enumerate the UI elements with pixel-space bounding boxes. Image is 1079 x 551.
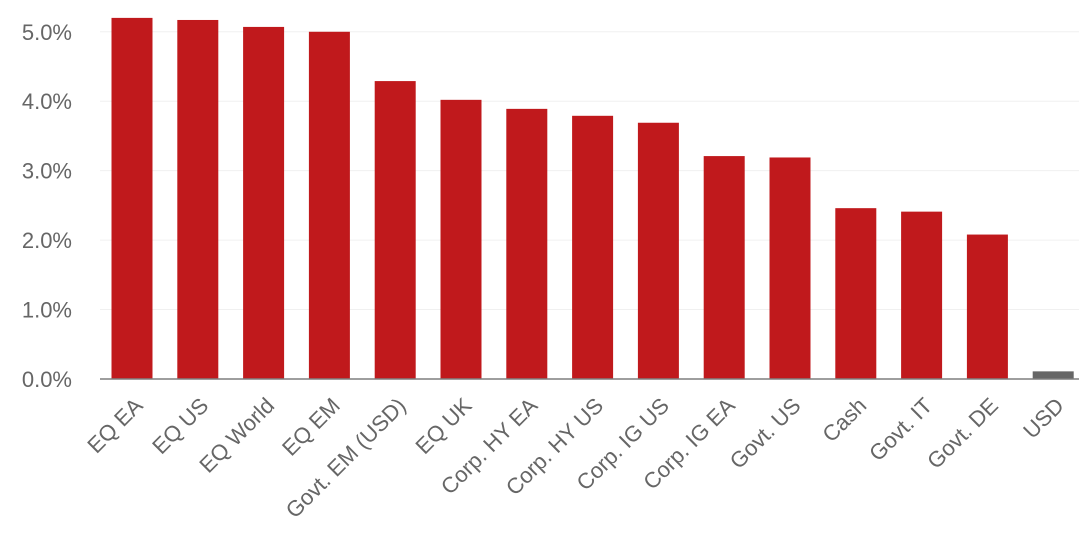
x-category-label: Cash (817, 393, 871, 447)
bar (769, 157, 811, 379)
bar (111, 17, 153, 380)
bar (243, 26, 285, 380)
x-category-label: Govt. EM (USD) (281, 393, 411, 523)
bar (1032, 371, 1074, 379)
y-tick-label: 3.0% (22, 159, 72, 184)
y-tick-label: 5.0% (22, 20, 72, 45)
bar (703, 156, 745, 379)
bar (835, 208, 877, 379)
x-category-label: Govt. DE (922, 393, 1003, 474)
x-category-label: Govt. US (725, 393, 806, 474)
bar (966, 234, 1008, 379)
y-tick-label: 1.0% (22, 298, 72, 323)
y-tick-label: 0.0% (22, 367, 72, 392)
x-category-label: EQ EA (82, 393, 147, 458)
x-category-label: EQ UK (410, 393, 476, 459)
x-category-label: EQ US (147, 393, 213, 459)
bar (572, 115, 614, 380)
bar (506, 108, 548, 379)
y-axis-tick-labels: 0.0% 1.0% 2.0% 3.0% 4.0% 5.0% (22, 20, 72, 392)
bar (901, 211, 943, 379)
bar (637, 122, 679, 379)
bar (374, 81, 416, 379)
x-category-label: USD (1018, 393, 1069, 444)
y-tick-label: 4.0% (22, 89, 72, 114)
bar (308, 31, 350, 380)
y-tick-label: 2.0% (22, 228, 72, 253)
bar (177, 19, 219, 379)
bar (440, 99, 482, 379)
bars (111, 17, 1074, 380)
